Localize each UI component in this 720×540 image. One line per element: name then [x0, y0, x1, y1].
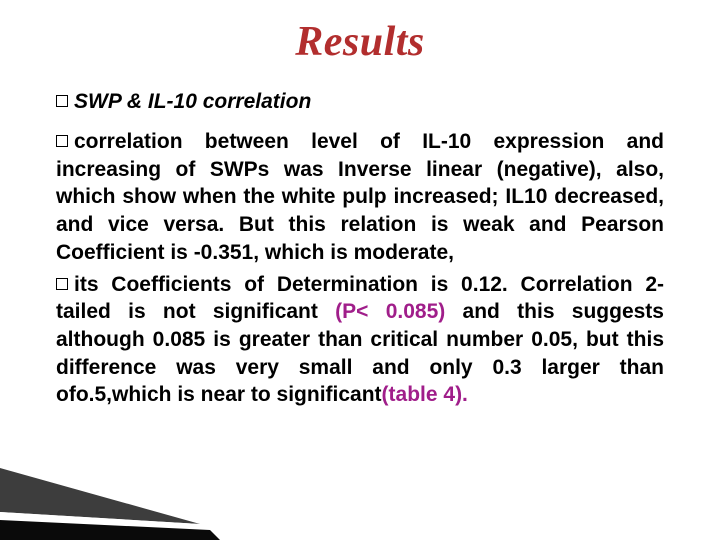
body-paragraph: its Coefficients of Determination is 0.1… [56, 271, 664, 410]
para-highlight: (table 4). [382, 383, 468, 406]
para-text: correlation between level of IL-10 expre… [56, 130, 664, 264]
para-highlight: (P< 0.085) [335, 300, 445, 323]
wedge-bottom [0, 520, 220, 540]
body-paragraph: correlation between level of IL-10 expre… [56, 128, 664, 267]
wedge-top [0, 468, 200, 524]
bullet-box-icon [56, 278, 68, 290]
bullet-box-icon [56, 95, 68, 107]
decorative-wedge [0, 468, 220, 540]
subheading-text: SWP & IL-10 correlation [74, 90, 311, 113]
wedge-gap [0, 512, 210, 530]
page-title: Results [56, 18, 664, 66]
bullet-box-icon [56, 135, 68, 147]
subheading: SWP & IL-10 correlation [56, 90, 664, 114]
